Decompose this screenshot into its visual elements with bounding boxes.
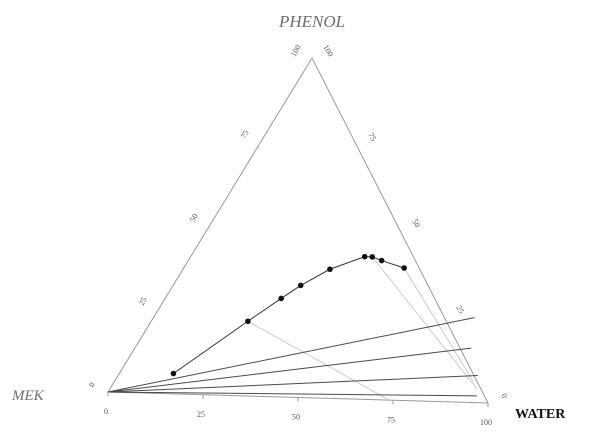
data-point (327, 266, 333, 273)
vertex-label-top: PHENOL (278, 12, 345, 31)
data-point (369, 254, 376, 260)
binodal-curve (173, 256, 405, 374)
tick-label-left: 25 (137, 296, 149, 307)
tie-line (107, 347, 472, 393)
data-point (361, 253, 368, 260)
vertex-label-left: MEK (11, 388, 45, 404)
vertex-label-right: WATER (515, 407, 566, 422)
tick-label-bottom: 25 (197, 410, 205, 419)
binodal-curve-path (173, 256, 405, 374)
axis-ticks: 0 25 50 75 100 0 25 50 75 100 0 25 50 75 100 (87, 43, 509, 427)
data-point (245, 318, 251, 325)
tick-label-right: 25 (454, 304, 466, 315)
guide-lines (247, 256, 478, 401)
triangle-frame (107, 57, 489, 404)
binodal-points (170, 253, 407, 377)
tick-label-bottom: 50 (292, 413, 300, 422)
guide-line (247, 320, 390, 401)
data-point (170, 370, 177, 377)
data-point (401, 265, 407, 271)
tick-label-right: 75 (366, 131, 378, 142)
tick-label-right: 0 (499, 392, 509, 400)
tick-label-left: 50 (188, 212, 200, 223)
tick-label-right: 50 (410, 218, 422, 229)
tie-lines (107, 317, 478, 397)
guide-line (371, 256, 478, 390)
tie-line (107, 375, 478, 393)
data-point (378, 257, 385, 264)
tick-label-left: 100 (289, 43, 303, 58)
tick-label-bottom: 0 (104, 407, 108, 416)
data-point (297, 282, 304, 289)
tick-label-left: 0 (87, 381, 97, 389)
triangle-edge-left (107, 57, 313, 393)
tie-line (107, 391, 477, 397)
data-point (278, 295, 284, 302)
triangle-edge-right (311, 57, 489, 404)
tick-label-bottom: 75 (387, 415, 395, 424)
tick-label-bottom: 100 (480, 418, 492, 427)
tick-label-right: 100 (321, 43, 335, 58)
tie-line (107, 317, 475, 393)
tick-label-left: 75 (239, 129, 251, 140)
